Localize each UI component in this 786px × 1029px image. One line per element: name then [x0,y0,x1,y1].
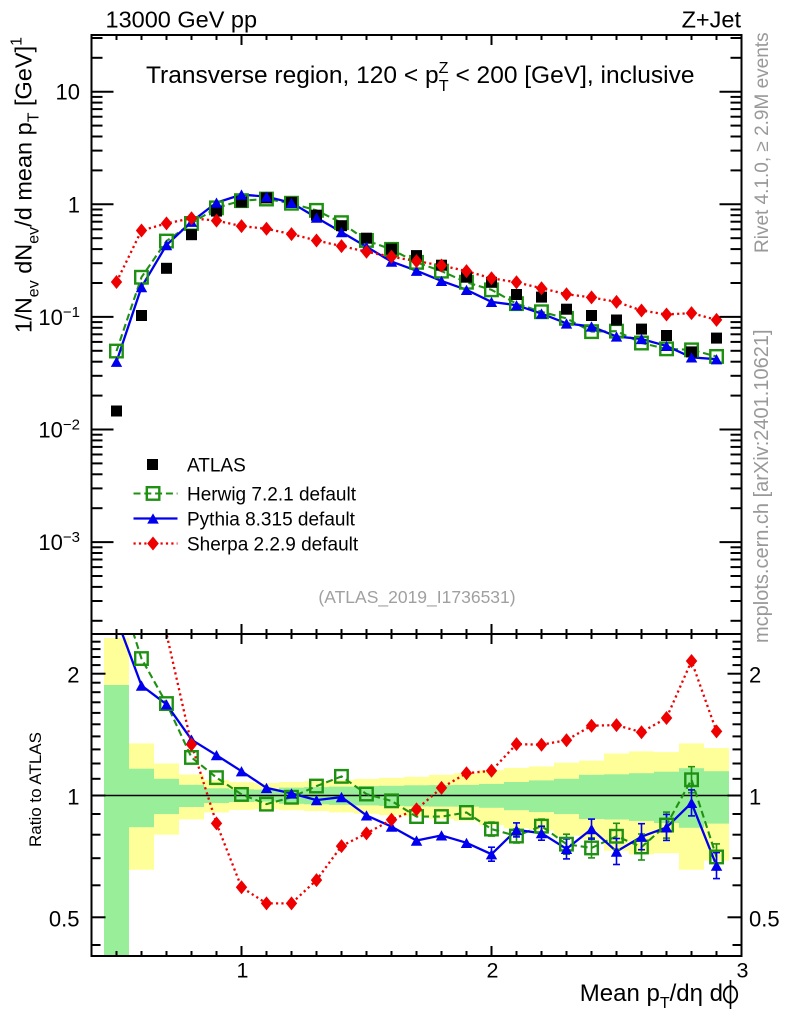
svg-text:Pythia 8.315 default: Pythia 8.315 default [187,510,356,531]
svg-text:1: 1 [67,785,79,810]
svg-text:1: 1 [237,959,249,983]
svg-text:Sherpa 2.2.9 default: Sherpa 2.2.9 default [187,535,359,556]
svg-text:2: 2 [749,663,761,688]
svg-text:2: 2 [67,663,79,688]
svg-text:1: 1 [749,785,761,810]
svg-text:2: 2 [487,959,499,983]
svg-text:1: 1 [68,192,80,217]
svg-text:10: 10 [56,80,80,105]
svg-text:(ATLAS_2019_I1736531): (ATLAS_2019_I1736531) [318,587,515,608]
svg-text:3: 3 [737,959,749,983]
svg-text:13000 GeV pp: 13000 GeV pp [106,7,258,33]
svg-text:0.5: 0.5 [749,906,780,931]
svg-text:Ratio to ATLAS: Ratio to ATLAS [26,732,45,847]
svg-text:Z+Jet: Z+Jet [682,7,742,33]
svg-text:0.5: 0.5 [49,906,80,931]
svg-text:10−2: 10−2 [38,417,80,443]
svg-text:mcplots.cern.ch [arXiv:2401.10: mcplots.cern.ch [arXiv:2401.10621] [751,329,773,643]
svg-text:ATLAS: ATLAS [187,456,246,477]
svg-text:10−1: 10−1 [38,304,80,330]
svg-text:Mean pT/dη d: Mean pT/dη d [580,980,723,1012]
svg-text:Rivet 4.1.0, ≥ 2.9M events: Rivet 4.1.0, ≥ 2.9M events [752,32,773,253]
svg-text:Herwig 7.2.1 default: Herwig 7.2.1 default [187,485,357,506]
